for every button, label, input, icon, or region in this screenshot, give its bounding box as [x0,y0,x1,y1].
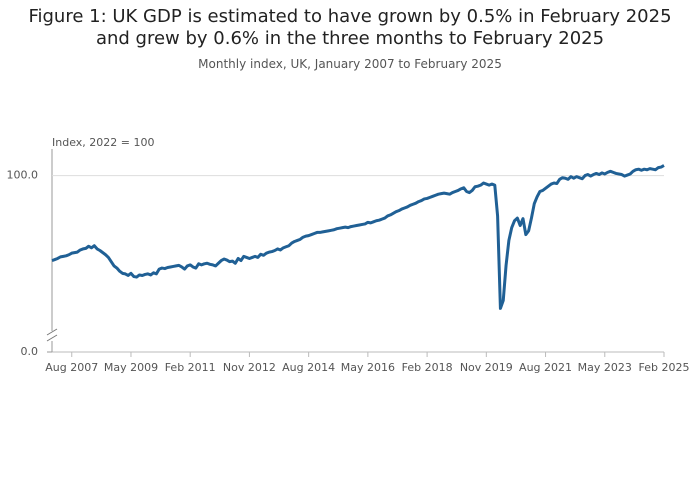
x-tick-label: Aug 2007 [45,361,98,374]
x-tick-label: Aug 2021 [519,361,572,374]
x-tick-label: Feb 2025 [639,361,690,374]
axis-break [46,328,58,336]
y-tick-label: 100.0 [7,169,39,182]
data-line [51,164,665,310]
x-tick-label: Nov 2012 [223,361,276,374]
y-tick-label: 0.0 [21,345,39,358]
x-tick-label: Feb 2011 [165,361,216,374]
x-tick-label: May 2016 [341,361,395,374]
chart-subtitle: Monthly index, UK, January 2007 to Febru… [198,57,502,71]
x-tick-label: Nov 2019 [460,361,513,374]
axis-break [46,334,58,342]
chart-title: Figure 1: UK GDP is estimated to have gr… [28,6,672,49]
x-tick-label: May 2023 [578,361,632,374]
x-tick-label: Aug 2014 [282,361,335,374]
x-tick-label: May 2009 [104,361,158,374]
x-tick-label: Feb 2018 [402,361,453,374]
y-axis-label: Index, 2022 = 100 [52,136,154,149]
